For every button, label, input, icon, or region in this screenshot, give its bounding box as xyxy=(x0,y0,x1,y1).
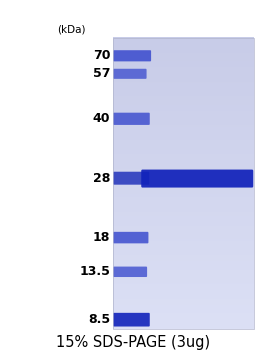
FancyBboxPatch shape xyxy=(113,313,150,327)
FancyBboxPatch shape xyxy=(113,172,149,185)
FancyBboxPatch shape xyxy=(113,50,151,61)
Text: 18: 18 xyxy=(93,231,110,244)
Text: 57: 57 xyxy=(93,67,110,80)
FancyBboxPatch shape xyxy=(113,69,147,79)
Text: 15% SDS-PAGE (3ug): 15% SDS-PAGE (3ug) xyxy=(56,335,210,350)
Text: 40: 40 xyxy=(93,112,110,125)
Text: (kDa): (kDa) xyxy=(57,24,86,34)
FancyBboxPatch shape xyxy=(113,266,147,277)
Text: 70: 70 xyxy=(93,49,110,62)
Text: 8.5: 8.5 xyxy=(88,313,110,326)
Text: 28: 28 xyxy=(93,172,110,185)
FancyBboxPatch shape xyxy=(113,232,148,243)
Bar xyxy=(113,38,254,329)
FancyBboxPatch shape xyxy=(141,170,253,188)
Text: 13.5: 13.5 xyxy=(80,265,110,278)
FancyBboxPatch shape xyxy=(113,113,150,125)
